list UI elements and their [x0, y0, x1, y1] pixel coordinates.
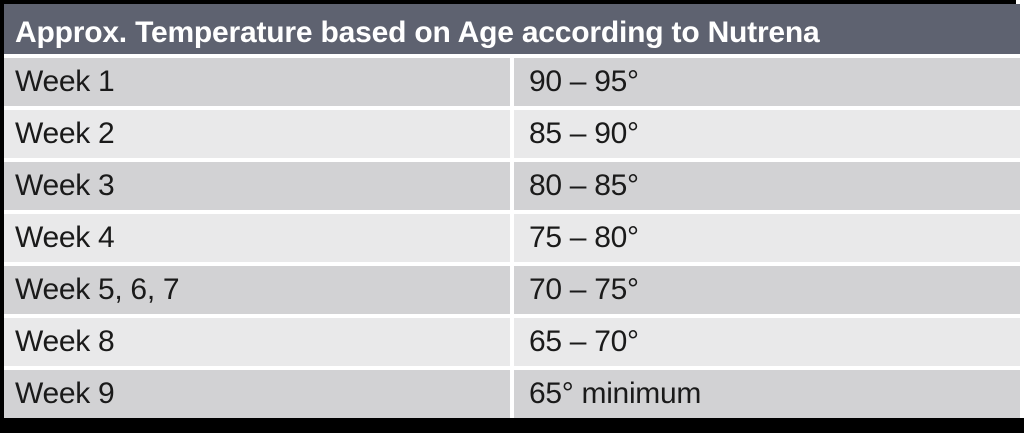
temperature-cell: 75 – 80° [514, 214, 1020, 262]
temperature-cell: 70 – 75° [514, 266, 1020, 314]
age-cell: Week 4 [4, 214, 510, 262]
frame-border-bottom [0, 418, 1024, 433]
table-row: Week 1 90 – 95° [4, 58, 1020, 106]
temperature-cell: 80 – 85° [514, 162, 1020, 210]
frame-border-left [0, 0, 4, 433]
age-cell: Week 2 [4, 110, 510, 158]
table-row: Week 8 65 – 70° [4, 318, 1020, 366]
table-row: Week 2 85 – 90° [4, 110, 1020, 158]
age-cell: Week 5, 6, 7 [4, 266, 510, 314]
table-row: Week 3 80 – 85° [4, 162, 1020, 210]
temperature-cell: 90 – 95° [514, 58, 1020, 106]
temperature-cell: 65° minimum [514, 370, 1020, 418]
frame-border-top [0, 0, 1016, 4]
table-row: Week 9 65° minimum [4, 370, 1020, 418]
age-cell: Week 3 [4, 162, 510, 210]
temperature-cell: 65 – 70° [514, 318, 1020, 366]
table-row: Week 5, 6, 7 70 – 75° [4, 266, 1020, 314]
age-cell: Week 1 [4, 58, 510, 106]
table-title: Approx. Temperature based on Age accordi… [4, 4, 1020, 54]
age-cell: Week 9 [4, 370, 510, 418]
age-cell: Week 8 [4, 318, 510, 366]
table-row: Week 4 75 – 80° [4, 214, 1020, 262]
temperature-table: Approx. Temperature based on Age accordi… [4, 4, 1020, 418]
temperature-cell: 85 – 90° [514, 110, 1020, 158]
